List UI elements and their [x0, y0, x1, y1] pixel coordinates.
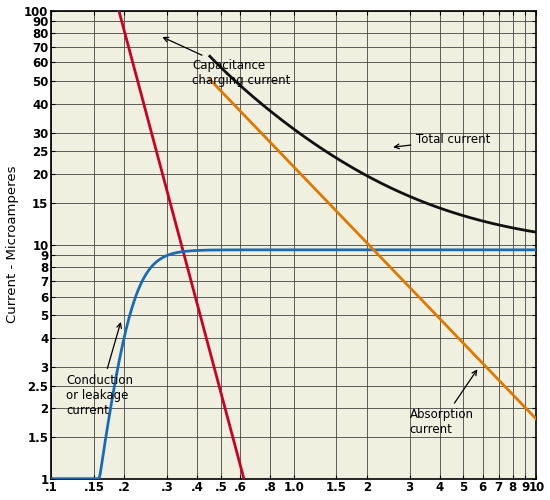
- Text: Conduction
or leakage
current: Conduction or leakage current: [66, 323, 133, 417]
- Text: Absorption
current: Absorption current: [410, 370, 477, 436]
- Text: Total current: Total current: [394, 134, 491, 149]
- Y-axis label: Current - Microamperes: Current - Microamperes: [6, 166, 19, 324]
- Text: Capacitance
charging current: Capacitance charging current: [163, 38, 290, 87]
